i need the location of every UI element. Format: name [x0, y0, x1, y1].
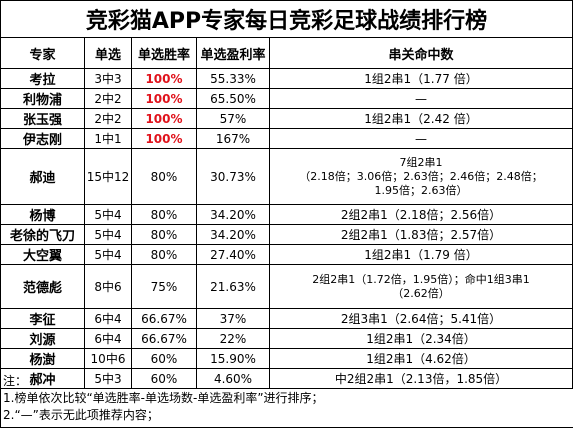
parlay-line: （2.62倍）: [392, 286, 450, 300]
table-row: 杨博 5中4 80% 34.20% 2组2串1（2.18倍；2.56倍）: [0, 204, 573, 225]
win-rate: 100%: [131, 108, 197, 129]
table-row: 张玉强 2中2 100% 57% 1组2串1（2.42 倍）: [0, 108, 573, 129]
expert-name: 范德彪: [0, 264, 85, 309]
parlay-hits: 1组2串1（2.42 倍）: [269, 108, 573, 129]
notes-heading: 注：: [3, 374, 28, 388]
parlay-hits: 2组2串1（1.83倍；2.57倍）: [269, 224, 573, 245]
expert-name: 伊志刚: [0, 128, 85, 149]
expert-name: 考拉: [0, 68, 85, 89]
table-row: 利物浦 2中2 100% 65.50% —: [0, 88, 573, 109]
table-row: 大空翼 5中4 80% 27.40% 1组2串1（1.79 倍）: [0, 244, 573, 265]
profit-rate: 34.20%: [196, 204, 270, 225]
profit-rate: 37%: [196, 308, 270, 329]
expert-name: 刘源: [0, 328, 85, 349]
expert-name: 杨澍: [0, 348, 85, 369]
single-record: 5中4: [84, 204, 132, 225]
win-rate: 100%: [131, 128, 197, 149]
profit-rate: 15.90%: [196, 348, 270, 369]
parlay-hits: 2组2串1（1.72倍，1.95倍）；命中1组3串1 （2.62倍）: [269, 264, 573, 309]
expert-name: 利物浦: [0, 88, 85, 109]
expert-name: 杨博: [0, 204, 85, 225]
table-row: 老徐的飞刀 5中4 80% 34.20% 2组2串1（1.83倍；2.57倍）: [0, 224, 573, 245]
single-record: 3中3: [84, 68, 132, 89]
profit-rate: 57%: [196, 108, 270, 129]
note-item: 2.“—”表示无此项推荐内容；: [3, 408, 159, 422]
single-record: 2中2: [84, 108, 132, 129]
header-row: 专家 单选 单选胜率 单选盈利率 串关命中数: [0, 37, 573, 69]
parlay-hits: 1组2串1（1.77 倍）: [269, 68, 573, 89]
single-record: 6中4: [84, 328, 132, 349]
parlay-hits: 7组2串1 （2.18倍；3.06倍；2.63倍；2.46倍；2.48倍； 1.…: [269, 148, 573, 205]
expert-name: 张玉强: [0, 108, 85, 129]
ranking-table: 专家 单选 单选胜率 单选盈利率 串关命中数 考拉 3中3 100% 55.33…: [0, 37, 573, 389]
expert-name: 李征: [0, 308, 85, 329]
win-rate: 60%: [131, 368, 197, 389]
column-header-win-rate: 单选胜率: [131, 37, 197, 69]
single-record: 10中6: [84, 348, 132, 369]
win-rate: 100%: [131, 88, 197, 109]
column-header-single: 单选: [84, 37, 132, 69]
parlay-hits: 1组2串1（2.34倍）: [269, 328, 573, 349]
parlay-line: 1.95倍；2.63倍）: [374, 183, 468, 197]
single-record: 8中6: [84, 264, 132, 309]
profit-rate: 21.63%: [196, 264, 270, 309]
parlay-hits: 1组2串1（1.79 倍）: [269, 244, 573, 265]
single-record: 1中1: [84, 128, 132, 149]
table-row: 范德彪 8中6 75% 21.63% 2组2串1（1.72倍，1.95倍）；命中…: [0, 264, 573, 309]
table-row: 考拉 3中3 100% 55.33% 1组2串1（1.77 倍）: [0, 68, 573, 89]
single-record: 2中2: [84, 88, 132, 109]
parlay-hits: —: [269, 88, 573, 109]
expert-name: 大空翼: [0, 244, 85, 265]
notes-section: 注： 1.榜单依次比较“单选胜率-单选场数-单选盈利率”进行排序； 2.“—”表…: [0, 373, 573, 428]
win-rate: 80%: [131, 224, 197, 245]
profit-rate: 34.20%: [196, 224, 270, 245]
table-row: 刘源 6中4 66.67% 22% 1组2串1（2.34倍）: [0, 328, 573, 349]
profit-rate: 167%: [196, 128, 270, 149]
parlay-hits: —: [269, 128, 573, 149]
win-rate: 100%: [131, 68, 197, 89]
expert-name: 郝迪: [0, 148, 85, 205]
table-row: 伊志刚 1中1 100% 167% —: [0, 128, 573, 149]
win-rate: 80%: [131, 244, 197, 265]
parlay-line: 7组2串1: [399, 155, 443, 169]
profit-rate: 55.33%: [196, 68, 270, 89]
table-row: 郝冲 5中3 60% 4.60% 中2组2串1（2.13倍，1.85倍）: [0, 368, 573, 389]
table-row: 郝迪 15中12 80% 30.73% 7组2串1 （2.18倍；3.06倍；2…: [0, 148, 573, 205]
parlay-line: （2.18倍；3.06倍；2.63倍；2.46倍；2.48倍；: [299, 169, 543, 183]
profit-rate: 4.60%: [196, 368, 270, 389]
parlay-hits: 2组2串1（2.18倍；2.56倍）: [269, 204, 573, 225]
expert-name: 郝冲: [0, 368, 85, 389]
single-record: 15中12: [84, 148, 132, 205]
win-rate: 60%: [131, 348, 197, 369]
column-header-expert: 专家: [0, 37, 85, 69]
parlay-hits: 1组2串1（4.62倍）: [269, 348, 573, 369]
win-rate: 66.67%: [131, 308, 197, 329]
win-rate: 80%: [131, 148, 197, 205]
profit-rate: 27.40%: [196, 244, 270, 265]
profit-rate: 65.50%: [196, 88, 270, 109]
win-rate: 75%: [131, 264, 197, 309]
column-header-parlay-hits: 串关命中数: [269, 37, 573, 69]
profit-rate: 22%: [196, 328, 270, 349]
parlay-line: 2组2串1（1.72倍，1.95倍）；命中1组3串1: [312, 272, 530, 286]
page-title: 竞彩猫APP专家每日竞彩足球战绩排行榜: [0, 0, 573, 37]
table-row: 李征 6中4 66.67% 37% 2组3串1（2.64倍；5.41倍）: [0, 308, 573, 329]
single-record: 5中4: [84, 224, 132, 245]
profit-rate: 30.73%: [196, 148, 270, 205]
single-record: 5中4: [84, 244, 132, 265]
parlay-hits: 中2组2串1（2.13倍，1.85倍）: [269, 368, 573, 389]
parlay-hits: 2组3串1（2.64倍；5.41倍）: [269, 308, 573, 329]
single-record: 6中4: [84, 308, 132, 329]
table-row: 杨澍 10中6 60% 15.90% 1组2串1（4.62倍）: [0, 348, 573, 369]
win-rate: 66.67%: [131, 328, 197, 349]
expert-name: 老徐的飞刀: [0, 224, 85, 245]
win-rate: 80%: [131, 204, 197, 225]
note-item: 1.榜单依次比较“单选胜率-单选场数-单选盈利率”进行排序；: [3, 391, 324, 405]
column-header-profit-rate: 单选盈利率: [196, 37, 270, 69]
